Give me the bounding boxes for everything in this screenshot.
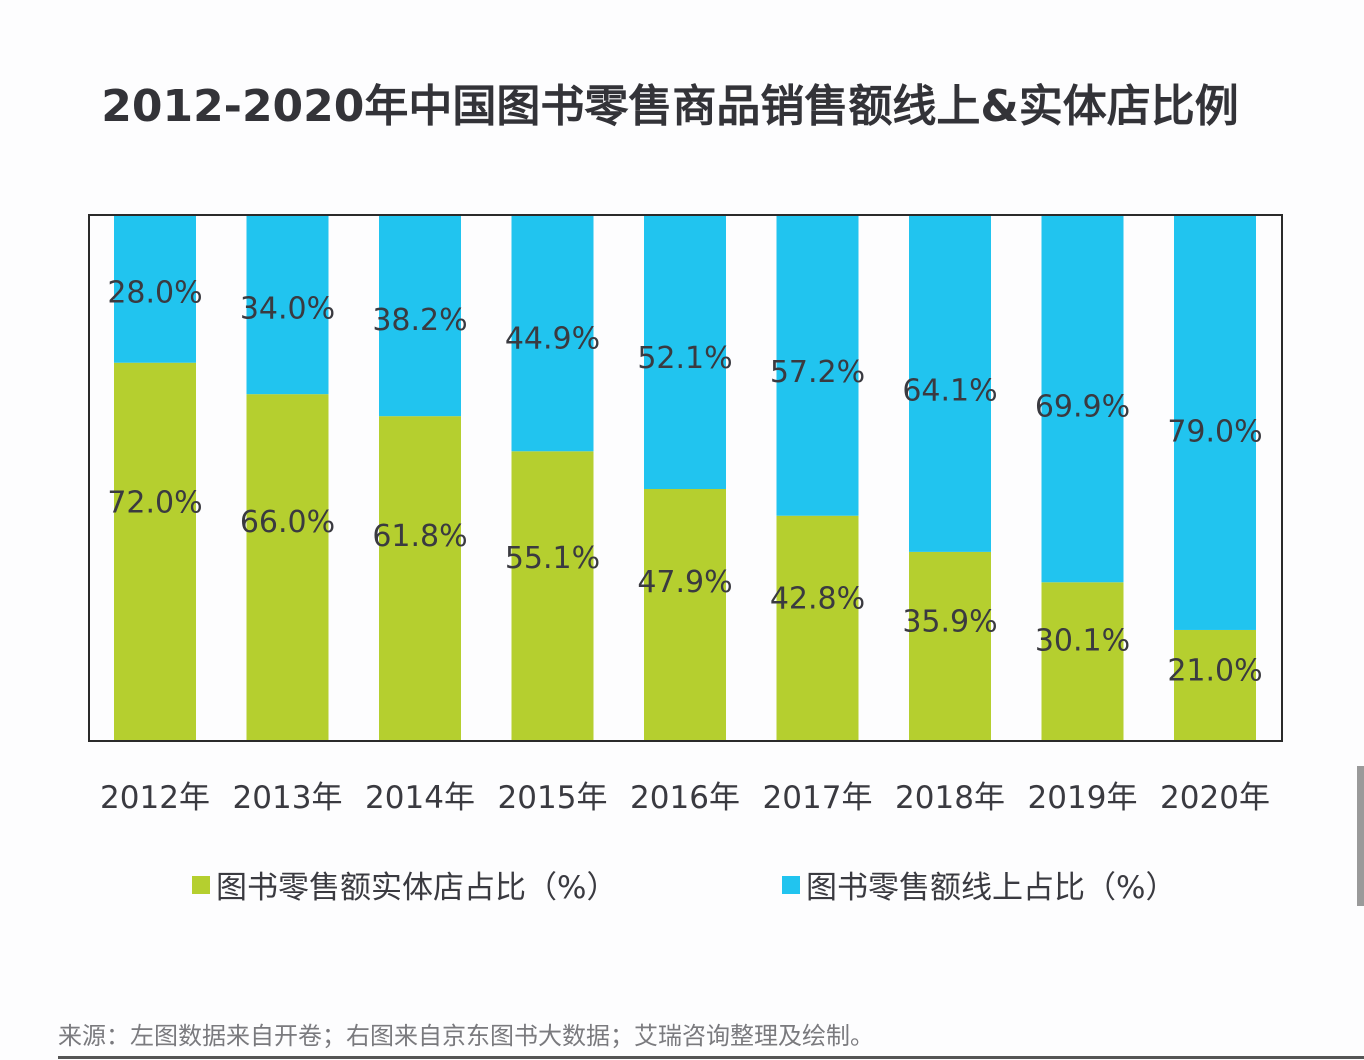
chart-title: 2012-2020年中国图书零售商品销售额线上&实体店比例	[101, 81, 1239, 132]
legend: 图书零售额实体店占比（%） 图书零售额线上占比（%）	[192, 870, 1176, 906]
bars-group	[114, 216, 1256, 740]
bar-segment-online	[379, 216, 461, 417]
bar-segment-store	[379, 416, 461, 740]
bar-segment-online	[246, 216, 329, 395]
data-label-online: 57.2%	[770, 355, 865, 390]
x-tick-label: 2018年	[895, 780, 1005, 816]
bar-segment-store	[776, 515, 859, 740]
x-tick-label: 2013年	[233, 780, 343, 816]
bar-segment-online	[1041, 216, 1124, 583]
x-tick-label: 2020年	[1160, 780, 1270, 816]
data-label-online: 28.0%	[107, 275, 202, 310]
data-label-online: 44.9%	[505, 321, 600, 356]
x-tick-label: 2016年	[630, 780, 740, 816]
data-label-online: 34.0%	[240, 292, 335, 327]
scrollbar-thumb[interactable]	[1357, 766, 1364, 906]
divider	[58, 1056, 1364, 1059]
data-labels-group: 72.0% 28.0% 66.0% 34.0% 61.8% 38.2% 55.1% 44.9%…	[107, 275, 1262, 688]
legend-label-store: 图书零售额实体店占比（%）	[216, 870, 617, 906]
bar-segment-store	[909, 551, 991, 740]
x-axis-ticks: 2012年 2013年 2014年 2015年 2016年 2017年 2018年 2019年…	[100, 780, 1270, 816]
data-label-store: 61.8%	[372, 519, 467, 554]
x-tick-label: 2012年	[100, 780, 210, 816]
plot-frame	[88, 214, 1283, 742]
data-label-online: 69.9%	[1035, 389, 1130, 424]
legend-swatch-online	[782, 876, 800, 894]
data-label-store: 66.0%	[240, 505, 335, 540]
data-label-online: 38.2%	[372, 303, 467, 338]
bar-segment-store	[1174, 629, 1256, 740]
stacked-bar-chart: 72.0% 28.0% 66.0% 34.0% 61.8% 38.2% 55.1% 44.9%…	[88, 214, 1283, 906]
x-tick-label: 2015年	[498, 780, 608, 816]
data-label-store: 55.1%	[505, 541, 600, 576]
bar-segment-online	[1174, 216, 1256, 630]
bar-segment-online	[909, 216, 991, 552]
data-label-store: 30.1%	[1035, 624, 1130, 659]
source-note: 来源：左图数据来自开卷；右图来自京东图书大数据；艾瑞咨询整理及绘制。	[58, 1022, 874, 1050]
bar-segment-store	[114, 362, 196, 740]
data-label-store: 72.0%	[107, 485, 202, 520]
legend-swatch-store	[192, 876, 210, 894]
bar-segment-store	[644, 489, 726, 740]
x-tick-label: 2017年	[763, 780, 873, 816]
legend-label-online: 图书零售额线上占比（%）	[806, 870, 1176, 906]
bar-segment-store	[1041, 582, 1124, 740]
bar-segment-online	[776, 216, 859, 516]
data-label-store: 35.9%	[902, 604, 997, 639]
x-tick-label: 2014年	[365, 780, 475, 816]
data-label-online: 64.1%	[902, 374, 997, 409]
x-tick-label: 2019年	[1028, 780, 1138, 816]
bar-segment-online	[511, 216, 594, 452]
data-label-store: 21.0%	[1167, 654, 1262, 689]
bar-segment-online	[114, 216, 196, 363]
bar-segment-online	[644, 216, 726, 490]
data-label-store: 42.8%	[770, 582, 865, 617]
data-label-store: 47.9%	[637, 565, 732, 600]
data-label-online: 52.1%	[637, 341, 732, 376]
data-label-online: 79.0%	[1167, 414, 1262, 449]
bar-segment-store	[246, 394, 329, 740]
bar-segment-store	[511, 451, 594, 740]
